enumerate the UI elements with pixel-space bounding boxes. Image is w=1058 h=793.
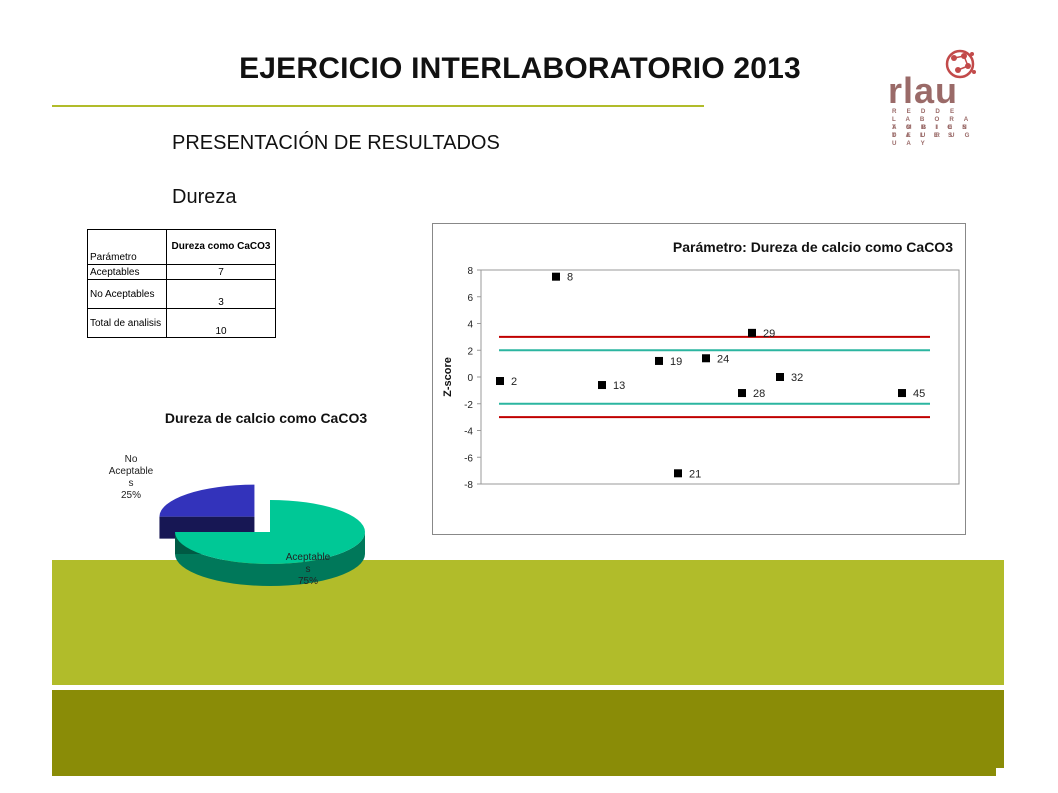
- data-point-label: 2: [511, 376, 517, 388]
- data-point: [898, 389, 906, 398]
- y-tick-label: 8: [467, 266, 473, 277]
- pie-data-label: s: [306, 564, 311, 575]
- y-tick-label: 2: [467, 346, 473, 357]
- pie-data-label: 25%: [121, 490, 141, 501]
- y-tick-label: -2: [464, 400, 473, 411]
- data-point: [702, 354, 710, 363]
- logo-wordmark: rlau: [888, 70, 959, 111]
- data-point: [552, 272, 560, 281]
- table-cell-value: 10: [166, 308, 276, 338]
- data-point: [738, 389, 746, 398]
- summary-table: Parámetro Dureza como CaCO3 Aceptables 7…: [87, 229, 276, 338]
- data-point: [748, 328, 756, 337]
- table-cell-label: No Aceptables: [87, 279, 167, 309]
- zscore-chart-title: Parámetro: Dureza de calcio como CaCO3: [673, 239, 953, 255]
- zscore-chart-svg: Parámetro: Dureza de calcio como CaCO3 8 6…: [442, 239, 960, 491]
- table-cell-value: 7: [166, 264, 276, 280]
- data-point-label: 21: [689, 468, 701, 480]
- y-tick-label: 6: [467, 293, 473, 304]
- subtitle: PRESENTACIÓN DE RESULTADOS: [172, 132, 500, 154]
- pie-slice-side: [175, 532, 365, 586]
- pie-data-label: Aceptable: [109, 466, 154, 477]
- data-point-label: 13: [613, 380, 625, 392]
- data-point-label: 32: [791, 372, 803, 384]
- pie-data-label: Aceptable: [286, 552, 331, 563]
- pie-chart: Dureza de calcio como CaCO3 Aceptable s 75…: [80, 402, 460, 632]
- table-row: No Aceptables 3: [87, 279, 276, 309]
- pie-data-label: s: [129, 478, 134, 489]
- pie-data-label: 75%: [298, 576, 318, 587]
- y-axis-label: Z-score: [442, 357, 454, 397]
- y-tick-label: -4: [464, 427, 473, 438]
- title-underline: [52, 105, 704, 107]
- pie-chart-title: Dureza de calcio como CaCO3: [164, 410, 368, 426]
- section-heading: Dureza: [172, 186, 237, 208]
- table-header-row: Parámetro Dureza como CaCO3: [87, 229, 276, 265]
- table-cell-label: Total de analisis: [87, 308, 167, 338]
- table-header-value: Dureza como CaCO3: [166, 229, 276, 265]
- y-tick-label: 0: [467, 373, 473, 384]
- logo-line-1: R E D D E: [892, 108, 959, 115]
- decorative-band-dark: [52, 690, 996, 776]
- data-point-label: 29: [763, 328, 775, 340]
- pie-slice: [175, 500, 365, 564]
- logo-line-3: A M B I E N T A L E S: [892, 124, 971, 139]
- pie-data-label: No: [125, 454, 138, 465]
- page-title: EJERCICIO INTERLABORATORIO 2013: [239, 52, 801, 85]
- pie-slice: [159, 484, 255, 517]
- data-point-label: 24: [717, 353, 729, 365]
- data-point: [598, 381, 606, 390]
- table-row: Aceptables 7: [87, 264, 276, 280]
- data-point: [674, 469, 682, 478]
- y-tick-label: -8: [464, 480, 473, 491]
- logo-line-2: L A B O R A T O R I O S: [892, 116, 973, 131]
- table-cell-label: Aceptables: [87, 264, 167, 280]
- y-tick-label: 4: [467, 320, 473, 331]
- logo-line-4: D E U R U G U A Y: [892, 132, 974, 147]
- data-point-label: 28: [753, 388, 765, 400]
- plot-area: [480, 269, 960, 485]
- data-point-label: 8: [567, 272, 573, 284]
- data-point-label: 45: [913, 388, 925, 400]
- table-cell-value: 3: [166, 279, 276, 309]
- data-point: [776, 373, 784, 381]
- zscore-chart: Parámetro: Dureza de calcio como CaCO3 8 6…: [432, 223, 966, 535]
- table-row: Total de analisis 10: [87, 308, 276, 338]
- molecule-icon: [945, 49, 976, 79]
- rlau-logo: rlau R E D D E L A B O R A T O R I O S A…: [888, 48, 978, 147]
- table-header-param: Parámetro: [87, 229, 167, 265]
- data-point-label: 19: [670, 356, 682, 368]
- data-point: [496, 377, 504, 386]
- data-point: [655, 356, 663, 365]
- decorative-band-edge: [996, 690, 1004, 768]
- y-tick-label: -6: [464, 453, 473, 464]
- decorative-band-light: [52, 560, 1004, 685]
